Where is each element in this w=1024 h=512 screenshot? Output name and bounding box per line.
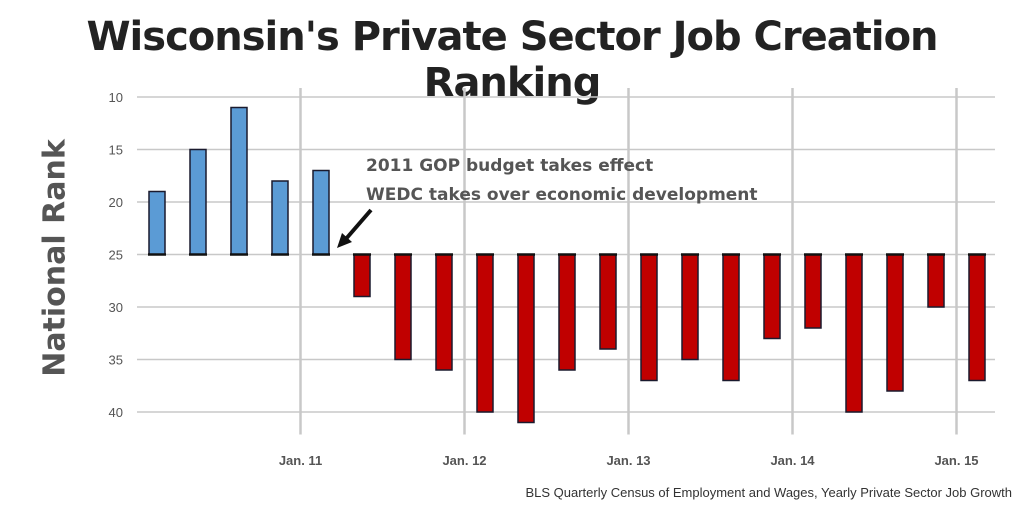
bar-4 (312, 169, 330, 256)
annotation-arrow-head (337, 233, 352, 248)
bar-2 (230, 106, 248, 256)
bar-0 (148, 190, 166, 256)
x-tick-label-2: Jan. 13 (606, 453, 650, 468)
bar-19 (927, 253, 945, 308)
bar-10 (558, 253, 576, 371)
source-note: BLS Quarterly Census of Employment and W… (525, 485, 1012, 500)
y-tick-label-2: 20 (109, 195, 123, 210)
bar-8 (476, 253, 494, 413)
vertical-gridlines (299, 88, 958, 435)
bar-17 (845, 253, 863, 413)
bar-18 (886, 253, 904, 392)
annotation-arrow (337, 208, 373, 248)
x-tick-label-3: Jan. 14 (770, 453, 815, 468)
chart-title: Wisconsin's Private Sector Job Creation … (86, 14, 938, 106)
y-tick-label-5: 35 (109, 353, 123, 368)
annotation-arrow-shaft (343, 208, 373, 242)
bar-6 (394, 253, 412, 361)
x-tick-label-1: Jan. 12 (442, 453, 486, 468)
bar-20 (968, 253, 986, 382)
bar-1 (189, 148, 207, 256)
y-tick-label-4: 30 (109, 300, 123, 315)
x-tick-label-0: Jan. 11 (279, 453, 322, 468)
y-tick-label-1: 15 (109, 143, 123, 158)
bar-15 (763, 253, 781, 340)
bar-14 (722, 253, 740, 382)
bar-9 (517, 253, 535, 424)
annotation-line-1: 2011 GOP budget takes effect (366, 156, 653, 176)
bar-series (148, 106, 986, 424)
bar-16 (804, 253, 822, 329)
bar-5 (353, 253, 371, 298)
y-tick-labels: 10 15 20 25 30 35 40 (109, 90, 123, 420)
x-tick-label-4: Jan. 15 (934, 453, 978, 468)
bar-12 (640, 253, 658, 382)
y-tick-label-0: 10 (109, 90, 123, 105)
bar-7 (435, 253, 453, 371)
annotation-line-2: WEDC takes over economic development (366, 185, 758, 205)
y-tick-label-3: 25 (109, 248, 123, 263)
x-tick-labels: Jan. 11 Jan. 12 Jan. 13 Jan. 14 Jan. 15 (279, 453, 979, 468)
bar-3 (271, 180, 289, 256)
y-tick-label-6: 40 (109, 405, 123, 420)
bar-13 (681, 253, 699, 361)
bar-11 (599, 253, 617, 350)
